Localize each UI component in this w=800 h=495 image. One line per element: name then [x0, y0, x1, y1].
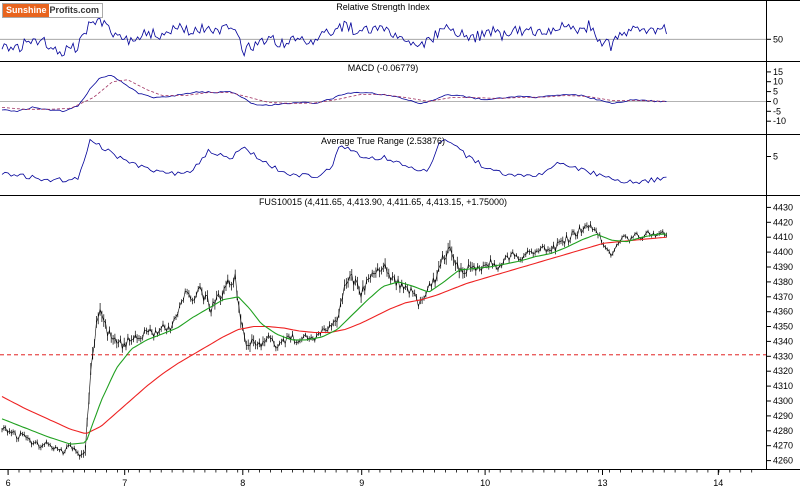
rsi-plot: 50 Relative Strength Index [0, 1, 783, 61]
y-axis-label: 4260 [773, 456, 793, 466]
y-axis-label: 4370 [773, 292, 793, 302]
y-axis-label: 0 [773, 97, 778, 107]
series-rsi [1, 17, 667, 57]
y-axis-label: 4410 [773, 232, 793, 242]
logo-sunshine: Sunshine [3, 4, 49, 17]
y-axis-label: 4330 [773, 351, 793, 361]
x-axis-label: 9 [359, 478, 364, 488]
x-axis-label: 13 [597, 478, 607, 488]
logo-profits: Profits.com [48, 4, 103, 17]
y-axis-label: 4350 [773, 322, 793, 332]
atr-plot: 5 Average True Range (2.53876) [1, 135, 778, 195]
x-axis: 6 7 8 9 10 13 14 [0, 470, 800, 495]
series-atr [1, 138, 667, 185]
x-axis-label: 10 [480, 478, 490, 488]
y-axis-label: 4340 [773, 336, 793, 346]
macd-panel: 15 10 5 0 -5 -10 MACD (-0.06779) [0, 62, 800, 135]
price-bars [1, 221, 667, 460]
y-axis-label: 4360 [773, 307, 793, 317]
y-axis-label: 15 [773, 67, 783, 77]
y-axis-label: 4280 [773, 426, 793, 436]
y-axis-label: 4270 [773, 441, 793, 451]
series-macd [1, 75, 667, 113]
y-axis-label: -5 [773, 106, 781, 116]
macd-title: MACD (-0.06779) [348, 63, 419, 73]
x-axis-label: 8 [240, 478, 245, 488]
atr-panel: 5 Average True Range (2.53876) [0, 135, 800, 196]
y-axis-label: 10 [773, 77, 783, 87]
rsi-title: Relative Strength Index [336, 2, 430, 12]
atr-title: Average True Range (2.53876) [321, 136, 445, 146]
rsi-panel: Sunshine Profits.com 50 Relative Strengt… [0, 0, 800, 62]
y-axis-label: 5 [773, 152, 778, 162]
series-ma-fast [1, 233, 667, 445]
y-axis-label: 4430 [773, 202, 793, 212]
series-signal [1, 79, 667, 110]
y-axis-label: 4380 [773, 277, 793, 287]
y-axis-label: 5 [773, 87, 778, 97]
x-axis-label: 14 [713, 478, 723, 488]
y-axis-label: 4310 [773, 381, 793, 391]
x-axis-label: 7 [122, 478, 127, 488]
price-title: FUS10015 (4,411.65, 4,413.90, 4,411.65, … [259, 197, 507, 207]
series-price [1, 223, 667, 458]
sunshineprofits-logo[interactable]: Sunshine Profits.com [2, 3, 104, 18]
y-axis-label: 4400 [773, 247, 793, 257]
price-plot: 4430 4420 4410 4400 4390 4380 4370 4360 4350 4340… [0, 196, 793, 469]
price-panel: 4430 4420 4410 4400 4390 4380 4370 4360 4350 4340… [0, 196, 800, 470]
y-axis-label: 4390 [773, 262, 793, 272]
x-axis-plot: 6 7 8 9 10 13 14 [6, 470, 753, 488]
y-axis-label: 4420 [773, 217, 793, 227]
x-axis-label: 6 [6, 478, 11, 488]
series-ma-slow [1, 236, 667, 434]
y-axis-label: 4320 [773, 366, 793, 376]
y-axis-label: -10 [773, 116, 786, 126]
y-axis-label: 4300 [773, 396, 793, 406]
y-axis-label: 4290 [773, 411, 793, 421]
y-axis-label: 50 [773, 34, 783, 44]
